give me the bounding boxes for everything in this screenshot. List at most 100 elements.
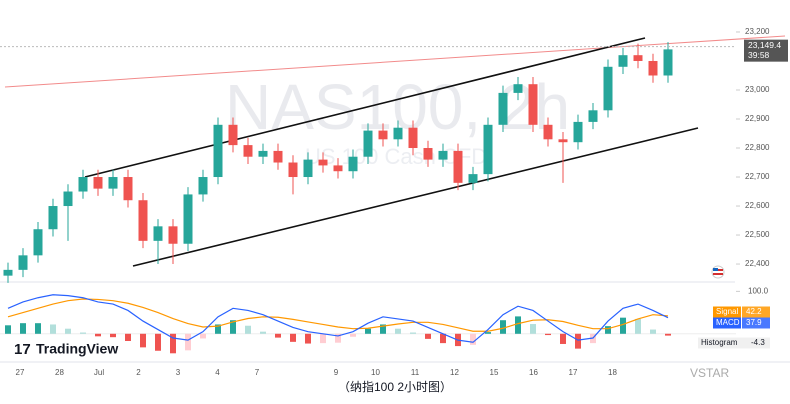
candle-body [363, 130, 373, 157]
histogram-bar [605, 326, 611, 334]
candle-body [513, 84, 523, 93]
x-tick-label: 2 [136, 368, 141, 377]
x-tick-label: 16 [529, 368, 538, 377]
candle-body [243, 145, 253, 157]
candle-body [648, 60, 658, 76]
brand: TradingView [36, 341, 118, 357]
histogram-bar [275, 333, 281, 338]
candle-body [228, 124, 238, 146]
candle-body [393, 127, 403, 140]
candle-body [108, 177, 118, 189]
histogram-bar [5, 325, 11, 334]
candle-body [543, 124, 553, 140]
candle-body [93, 177, 103, 189]
candle-body [603, 66, 613, 111]
candle-body [153, 226, 163, 241]
histogram-bar [560, 333, 566, 344]
x-tick-label: 3 [176, 368, 181, 377]
histogram-bar [215, 324, 221, 334]
legend-value: 42.2 [746, 307, 762, 316]
source: VSTAR [690, 366, 729, 380]
candle-body [303, 159, 313, 178]
value-box [742, 306, 770, 318]
indicator-line [7, 298, 669, 332]
candle-body [258, 150, 268, 157]
channel-upper [84, 37, 646, 178]
caption: （纳指100 2小时图） [338, 379, 452, 394]
histogram-bar [245, 325, 251, 334]
candle-body [378, 130, 388, 140]
histogram-bar [170, 333, 176, 354]
candle-body [663, 49, 673, 76]
candle-body [318, 159, 328, 166]
histogram-bar [410, 332, 416, 334]
histogram-bar [20, 323, 26, 334]
y-tick-label: 22,600 [745, 201, 770, 210]
x-tick-label: 12 [450, 368, 459, 377]
histogram-bar [155, 333, 161, 351]
candle-body [558, 139, 568, 143]
candle-body [348, 156, 358, 172]
x-tick-label: 28 [55, 368, 64, 377]
histogram-bar [620, 317, 626, 334]
candle-body [198, 177, 208, 195]
candle-body [573, 121, 583, 143]
x-tick-label: 15 [490, 368, 499, 377]
legend-value: 37.9 [746, 318, 762, 327]
y-tick-label: 22,400 [745, 259, 770, 268]
flag-icon [711, 265, 725, 279]
y-tick-label: 23,000 [745, 85, 770, 94]
candle-body [168, 226, 178, 244]
y-tick-label: 22,900 [745, 114, 770, 123]
y-tick-label: 22,500 [745, 230, 770, 239]
histogram-bar [395, 328, 401, 334]
candle-body [408, 127, 418, 149]
legend-name: Histogram [701, 338, 738, 347]
histogram-bar [500, 320, 506, 334]
candle-body [273, 150, 283, 163]
legend-name: MACD [716, 318, 740, 327]
histogram-bar [320, 333, 326, 344]
histogram-bar [125, 333, 131, 341]
candle-body [3, 269, 13, 276]
histogram-bar [110, 333, 116, 338]
candle-body [438, 150, 448, 160]
histogram-bar [425, 333, 431, 339]
legend-box [698, 337, 770, 349]
candle-body [183, 194, 193, 244]
histogram-bar [230, 320, 236, 334]
candle-body [618, 55, 628, 67]
histogram-bar [35, 323, 41, 334]
last-price-label: 23,149.4 [748, 40, 781, 50]
legend-box [713, 317, 741, 329]
candle-body [78, 177, 88, 192]
candle-body [288, 162, 298, 178]
candle-body [48, 206, 58, 230]
legend-value: -4.3 [751, 338, 765, 347]
histogram-bar [545, 333, 551, 336]
histogram-bar [470, 333, 476, 345]
value-box [742, 317, 770, 329]
x-tick-label: 11 [411, 368, 420, 377]
x-tick-label: 4 [215, 368, 220, 377]
x-tick-label: 18 [608, 368, 617, 377]
last-price-box [744, 39, 788, 62]
histogram-bar [530, 324, 536, 334]
x-tick-label: Jul [94, 368, 104, 377]
x-tick-label: 10 [371, 368, 380, 377]
candle-body [528, 84, 538, 125]
legend-name: Signal [716, 307, 738, 316]
histogram-bar [200, 333, 206, 339]
histogram-bar [80, 332, 86, 334]
histogram-bar [95, 333, 101, 337]
histogram-bar [365, 328, 371, 334]
candle-body [633, 55, 643, 61]
candle-body [213, 124, 223, 178]
channel-lower [132, 127, 699, 267]
y-tick-label: 100.0 [748, 286, 769, 295]
histogram-bar [335, 333, 341, 343]
y-tick-label: 22,800 [745, 143, 770, 152]
y-tick-label: 23,200 [745, 27, 770, 36]
